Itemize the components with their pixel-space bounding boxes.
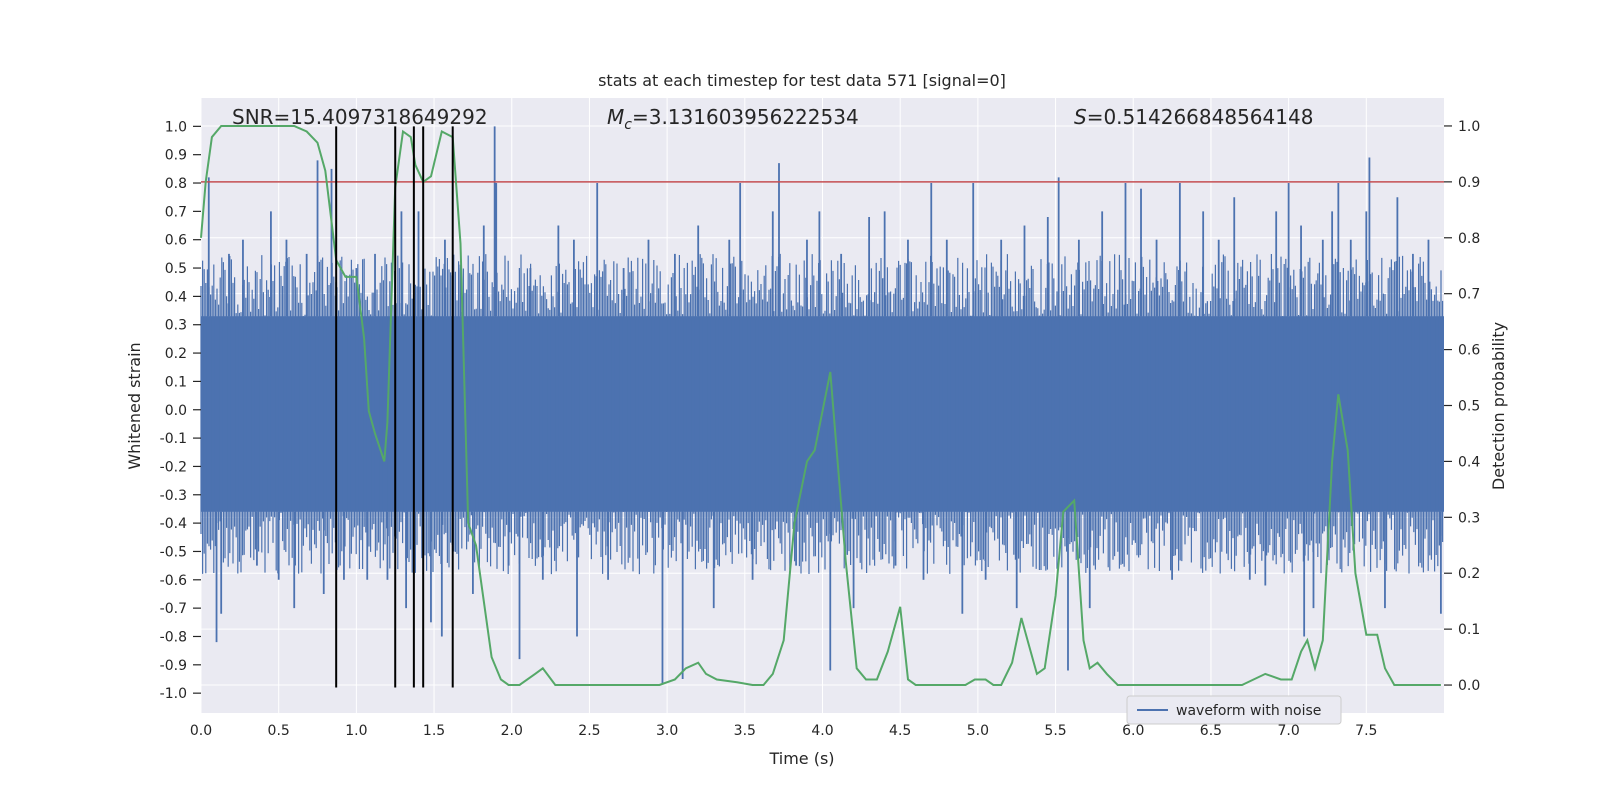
y-left-tick-label: 1.0 xyxy=(165,119,187,135)
y-left-tick-label: -0.8 xyxy=(160,629,187,645)
y-right-tick-label: 0.2 xyxy=(1458,566,1480,582)
waveform-series xyxy=(200,126,1444,685)
y-left-axis-ticks: -1.0 -0.9 -0.8 -0.7 -0.6 -0.5 -0.4 -0.3 -0.2 -0.1… xyxy=(160,119,201,702)
y-right-tick-label: 0.5 xyxy=(1458,399,1480,415)
y-left-tick-label: 0.3 xyxy=(165,318,187,334)
snr-annotation: SNR=15.4097318649292 xyxy=(232,105,488,129)
y-right-tick-label: 0.1 xyxy=(1458,622,1480,638)
s-value: =0.514266848564148 xyxy=(1087,105,1314,129)
x-axis-ticks: 0.0 0.5 1.0 1.5 2.0 2.5 3.0 3.5 4.0 4.5 5.0 5.5 6.0 6… xyxy=(190,723,1378,739)
y-right-tick-label: 0.7 xyxy=(1458,287,1480,303)
x-tick-label: 4.0 xyxy=(811,723,833,739)
y-right-tick-label: 0.6 xyxy=(1458,343,1480,359)
y-right-tick-label: 1.0 xyxy=(1458,119,1480,135)
x-tick-label: 5.0 xyxy=(967,723,989,739)
vertical-markers xyxy=(335,126,454,688)
y-left-tick-label: -0.9 xyxy=(160,658,187,674)
y-left-tick-label: 0.6 xyxy=(165,233,187,249)
x-tick-label: 2.5 xyxy=(578,723,600,739)
x-axis-label: Time (s) xyxy=(768,749,834,768)
chirp-mass-symbol: M xyxy=(607,105,624,129)
x-tick-label: 6.0 xyxy=(1122,723,1144,739)
legend-waveform-label: waveform with noise xyxy=(1176,703,1321,719)
y-left-tick-label: -0.5 xyxy=(160,544,187,560)
x-tick-label: 3.0 xyxy=(656,723,678,739)
y-axis-right-label: Detection probability xyxy=(1489,322,1508,490)
x-tick-label: 4.5 xyxy=(889,723,911,739)
s-symbol: S xyxy=(1074,105,1087,129)
s-annotation: S=0.514266848564148 xyxy=(1074,105,1313,129)
x-tick-label: 0.5 xyxy=(268,723,290,739)
y-left-tick-label: 0.0 xyxy=(165,403,187,419)
y-left-tick-label: -0.6 xyxy=(160,573,187,589)
x-tick-label: 1.5 xyxy=(423,723,445,739)
x-tick-label: 2.0 xyxy=(501,723,523,739)
x-tick-label: 3.5 xyxy=(734,723,756,739)
legend-box xyxy=(1126,695,1342,725)
annotations: SNR=15.4097318649292 Mc=3.13160395622253… xyxy=(232,105,1313,133)
y-left-tick-label: 0.1 xyxy=(165,374,187,390)
x-tick-label: 0.0 xyxy=(190,723,212,739)
y-right-tick-label: 0.4 xyxy=(1458,454,1480,470)
y-left-tick-label: 0.7 xyxy=(165,204,187,220)
y-left-tick-label: -0.2 xyxy=(160,459,187,475)
probability-series xyxy=(200,125,1441,686)
x-tick-label: 7.5 xyxy=(1355,723,1377,739)
chirp-mass-annotation: Mc=3.131603956222534 xyxy=(607,105,859,133)
x-tick-label: 6.5 xyxy=(1200,723,1222,739)
y-right-axis-ticks: 0.0 0.1 0.2 0.3 0.4 0.5 0.6 0.7 0.8 0.9 1.0 xyxy=(1444,119,1480,694)
chirp-mass-value: =3.131603956222534 xyxy=(632,105,859,129)
x-tick-label: 1.0 xyxy=(345,723,367,739)
y-left-tick-label: 0.9 xyxy=(165,148,187,164)
probability-line xyxy=(200,125,1441,686)
y-right-tick-label: 0.8 xyxy=(1458,231,1480,247)
x-tick-label: 7.0 xyxy=(1277,723,1299,739)
y-left-tick-label: -1.0 xyxy=(160,686,187,702)
y-left-tick-label: 0.4 xyxy=(165,289,187,305)
y-left-tick-label: -0.4 xyxy=(160,516,187,532)
y-right-tick-label: 0.0 xyxy=(1458,678,1480,694)
y-right-tick-label: 0.9 xyxy=(1458,175,1480,191)
y-left-tick-label: -0.3 xyxy=(160,488,187,504)
y-left-tick-label: -0.1 xyxy=(160,431,187,447)
legend: waveform with noise xyxy=(1126,695,1342,725)
chirp-mass-subscript: c xyxy=(624,117,632,133)
x-tick-label: 5.5 xyxy=(1044,723,1066,739)
y-left-tick-label: 0.5 xyxy=(165,261,187,277)
y-left-tick-label: 0.2 xyxy=(165,346,187,362)
chart-title: stats at each timestep for test data 571… xyxy=(598,71,1006,90)
y-left-tick-label: -0.7 xyxy=(160,601,187,617)
y-left-tick-label: 0.8 xyxy=(165,176,187,192)
y-right-tick-label: 0.3 xyxy=(1458,510,1480,526)
y-axis-left-label: Whitened strain xyxy=(125,342,144,469)
